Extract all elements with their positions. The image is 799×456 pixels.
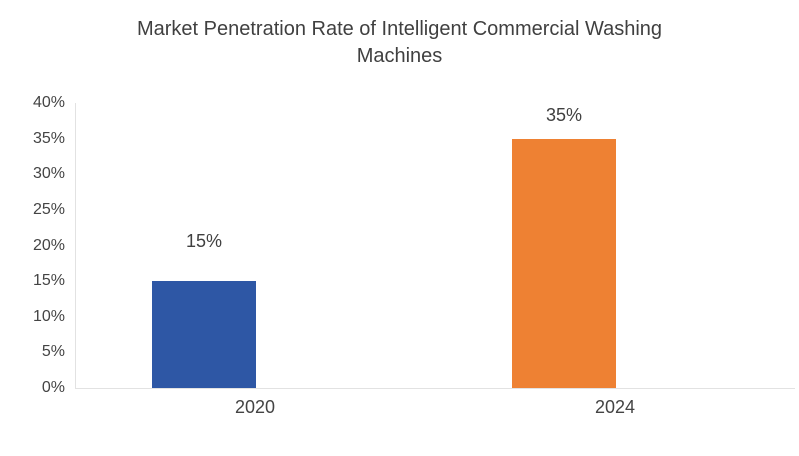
x-tick-label: 2020 xyxy=(234,397,276,417)
chart-title: Market Penetration Rate of Intelligent C… xyxy=(136,18,663,67)
bar-2024 xyxy=(512,138,616,388)
bar-value-label: 15% xyxy=(185,231,223,251)
y-tick-label: 25% xyxy=(32,200,65,218)
y-tick-label: 15% xyxy=(32,272,65,290)
y-tick-label: 40% xyxy=(32,94,65,111)
y-tick-label: 5% xyxy=(41,343,65,361)
y-axis-line xyxy=(75,103,76,388)
y-tick-label: 35% xyxy=(32,129,65,147)
y-tick-label: 20% xyxy=(32,236,65,254)
y-tick-label: 30% xyxy=(32,165,65,183)
y-tick-label: 10% xyxy=(32,307,65,325)
bar-value-label: 35% xyxy=(545,105,583,125)
y-tick-label: 0% xyxy=(41,379,65,396)
x-tick-label: 2024 xyxy=(594,397,636,417)
x-axis-line xyxy=(75,388,795,389)
bar-2020 xyxy=(152,281,256,388)
